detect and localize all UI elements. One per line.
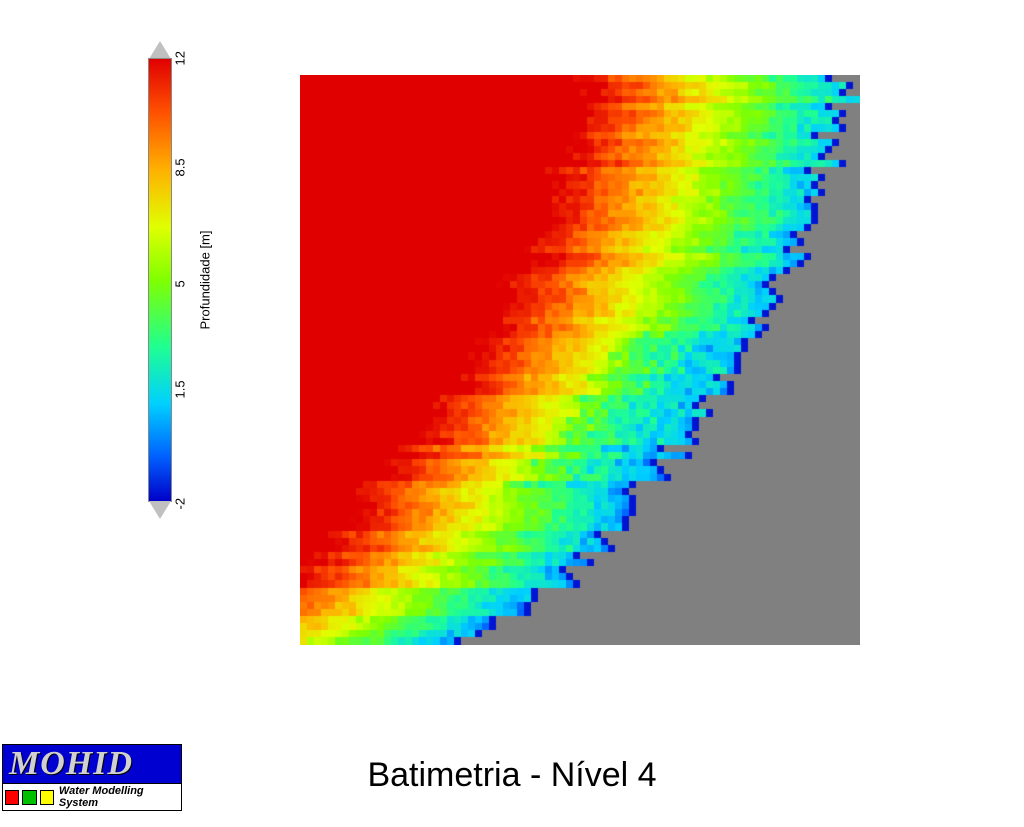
bathymetry-heatmap [300, 75, 860, 645]
colorbar-tick-label: -2 [173, 498, 188, 510]
mohid-logo: MOHID Water Modelling System [2, 744, 182, 811]
logo-square-yellow-icon [40, 790, 54, 805]
colorbar-gradient [148, 58, 172, 502]
logo-square-red-icon [5, 790, 19, 805]
colorbar-arrow-max-icon [149, 40, 171, 58]
logo-square-green-icon [22, 790, 36, 805]
colorbar-arrow-min-icon [149, 502, 171, 520]
logo-name: MOHID [2, 744, 182, 784]
colorbar: Profundidade [m] -21.558.512 [120, 40, 200, 520]
colorbar-tick-label: 8.5 [173, 158, 188, 176]
colorbar-tick-label: 1.5 [173, 380, 188, 398]
colorbar-tick-label: 12 [173, 51, 188, 65]
colorbar-label: Profundidade [m] [198, 230, 213, 329]
colorbar-tick-label: 5 [173, 280, 188, 287]
logo-subtitle: Water Modelling System [59, 785, 179, 809]
logo-subtitle-bar: Water Modelling System [2, 784, 182, 811]
